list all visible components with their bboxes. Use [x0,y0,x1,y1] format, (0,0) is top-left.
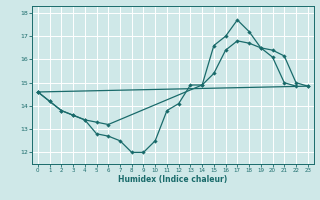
X-axis label: Humidex (Indice chaleur): Humidex (Indice chaleur) [118,175,228,184]
